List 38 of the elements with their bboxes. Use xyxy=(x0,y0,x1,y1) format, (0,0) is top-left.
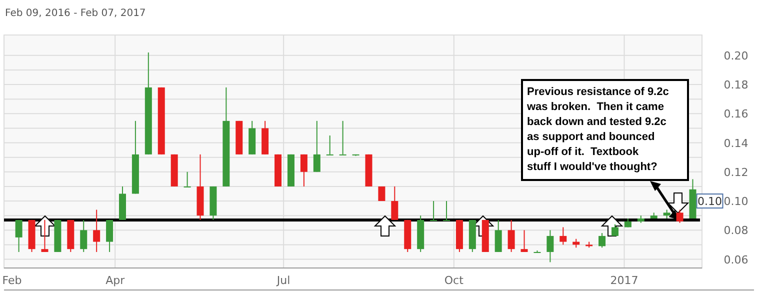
candlestick xyxy=(93,209,100,252)
candlestick xyxy=(520,230,528,252)
y-tick-label: 0.08 xyxy=(724,224,748,238)
candlestick xyxy=(430,200,438,221)
candlestick xyxy=(184,171,191,188)
y-tick-label: 0.18 xyxy=(724,78,748,92)
candlestick xyxy=(546,230,554,263)
x-tick-label: Oct xyxy=(444,274,464,287)
candlestick xyxy=(41,219,48,252)
y-tick-label: 0.12 xyxy=(724,166,748,179)
x-tick-label: Apr xyxy=(106,274,126,287)
candlestick xyxy=(339,120,346,156)
y-tick-label: 0.16 xyxy=(724,108,748,121)
x-tick-label: 2017 xyxy=(610,274,638,287)
candlestick xyxy=(15,219,22,252)
y-tick-label: 0.14 xyxy=(724,136,748,150)
y-tick-label: 0.20 xyxy=(724,49,748,62)
candlestick xyxy=(313,120,320,172)
candlestick xyxy=(676,209,684,224)
x-tick-label: Jul xyxy=(276,274,290,287)
x-tick-label: Feb xyxy=(2,274,22,287)
candlestick xyxy=(391,186,398,220)
candlestick xyxy=(80,219,88,252)
y-tick-label: 0.06 xyxy=(724,253,748,266)
candlestick xyxy=(534,250,541,253)
annotation: Previous resistance of 9.2c was broken. Then it came back down and tested 9.2c as support and bounced up-off of it. Textbook stuff I would've thought? xyxy=(526,86,669,173)
candlestick xyxy=(598,232,606,248)
candlestick xyxy=(494,219,502,252)
candlestick xyxy=(560,226,567,246)
chart-title: Feb 09, 2016 - Feb 07, 2017 xyxy=(5,8,146,19)
y-tick-label: 0.10 xyxy=(724,195,748,208)
candlestick xyxy=(443,200,450,221)
candlestick xyxy=(326,134,334,156)
annotation: 0.10 xyxy=(697,195,722,208)
candlestick xyxy=(300,154,308,187)
candlestick xyxy=(611,224,618,236)
candlestick xyxy=(508,219,515,252)
candlestick xyxy=(106,219,114,252)
